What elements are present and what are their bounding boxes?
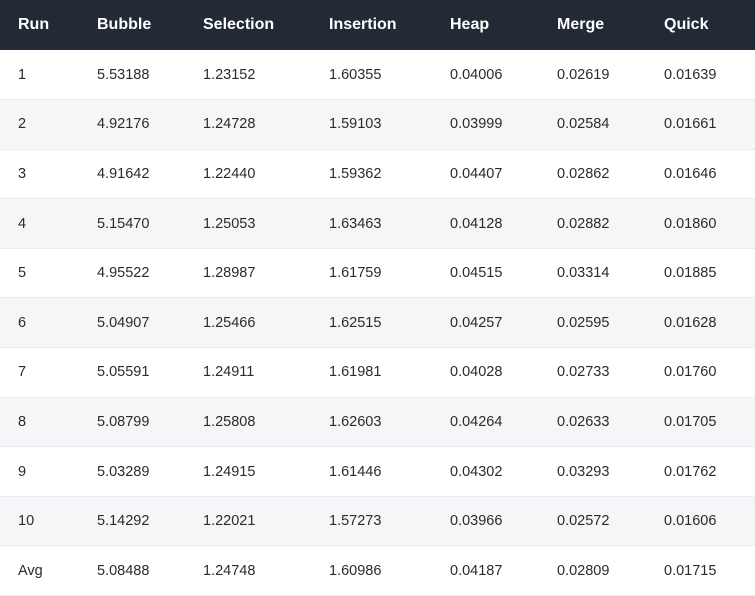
cell-bubble: 5.08799 xyxy=(97,413,150,430)
cell-insertion: 1.57273 xyxy=(329,513,382,530)
header-bubble: Bubble xyxy=(97,16,152,33)
cell-merge: 0.02882 xyxy=(557,215,610,232)
table-row: 4 5.15470 1.25053 1.63463 0.04128 0.02882 0.01… xyxy=(0,198,755,249)
cell-merge: 0.02809 xyxy=(557,562,610,579)
cell-merge: 0.02572 xyxy=(557,513,610,530)
table-header: Run Bubble Selection Insertion Heap Merg… xyxy=(0,0,755,50)
table-row: 1 5.53188 1.23152 1.60355 0.04006 0.02619 0.01… xyxy=(0,50,755,100)
cell-heap: 0.03999 xyxy=(450,116,503,133)
cell-run: 10 xyxy=(18,513,35,530)
cell-heap: 0.04302 xyxy=(450,463,503,480)
header-row: Run Bubble Selection Insertion Heap Merg… xyxy=(0,0,755,50)
cell-run: 2 xyxy=(18,116,27,133)
cell-insertion: 1.59103 xyxy=(329,116,382,133)
cell-run: Avg xyxy=(18,562,43,579)
cell-heap: 0.04515 xyxy=(450,265,503,282)
table-row: 6 5.04907 1.25466 1.62515 0.04257 0.02595 0.01… xyxy=(0,297,755,348)
cell-insertion: 1.62603 xyxy=(329,413,382,430)
cell-bubble: 5.03289 xyxy=(97,463,150,480)
header-insertion: Insertion xyxy=(329,16,397,33)
cell-insertion: 1.60355 xyxy=(329,66,382,83)
cell-quick: 0.01760 xyxy=(664,364,717,381)
table-row: 5 4.95522 1.28987 1.61759 0.04515 0.03314 0.01… xyxy=(0,248,755,298)
table-row: 10 5.14292 1.22021 1.57273 0.03966 0.02572 0.0… xyxy=(0,496,755,546)
cell-bubble: 5.08488 xyxy=(97,562,150,579)
cell-insertion: 1.60986 xyxy=(329,562,382,579)
cell-bubble: 5.14292 xyxy=(97,513,150,530)
cell-quick: 0.01639 xyxy=(664,66,717,83)
cell-quick: 0.01606 xyxy=(664,513,717,530)
cell-insertion: 1.61981 xyxy=(329,364,382,381)
cell-bubble: 5.05591 xyxy=(97,364,150,381)
cell-run: 5 xyxy=(18,265,27,282)
cell-selection: 1.23152 xyxy=(203,66,256,83)
cell-selection: 1.22021 xyxy=(203,513,256,530)
cell-run: 1 xyxy=(18,66,27,83)
cell-selection: 1.28987 xyxy=(203,265,256,282)
cell-heap: 0.04187 xyxy=(450,562,503,579)
header-heap: Heap xyxy=(450,16,490,33)
cell-run: 4 xyxy=(18,215,27,232)
cell-selection: 1.24915 xyxy=(203,463,256,480)
cell-insertion: 1.59362 xyxy=(329,165,382,182)
cell-run: 9 xyxy=(18,463,27,480)
cell-bubble: 5.15470 xyxy=(97,215,150,232)
cell-quick: 0.01646 xyxy=(664,165,717,182)
cell-run: 7 xyxy=(18,364,27,381)
table-body: 1 5.53188 1.23152 1.60355 0.04006 0.02619 0.01… xyxy=(0,50,755,596)
cell-insertion: 1.62515 xyxy=(329,314,382,331)
cell-selection: 1.24728 xyxy=(203,116,256,133)
cell-quick: 0.01885 xyxy=(664,265,717,282)
cell-merge: 0.03314 xyxy=(557,265,610,282)
cell-run: 6 xyxy=(18,314,27,331)
cell-quick: 0.01705 xyxy=(664,413,717,430)
cell-selection: 1.25053 xyxy=(203,215,256,232)
cell-quick: 0.01762 xyxy=(664,463,717,480)
cell-bubble: 4.92176 xyxy=(97,116,150,133)
header-merge: Merge xyxy=(557,16,605,33)
cell-heap: 0.04257 xyxy=(450,314,503,331)
cell-run: 3 xyxy=(18,165,27,182)
cell-heap: 0.03966 xyxy=(450,513,503,530)
table-row: 9 5.03289 1.24915 1.61446 0.04302 0.03293 0.01… xyxy=(0,447,755,497)
cell-quick: 0.01860 xyxy=(664,215,717,232)
cell-bubble: 5.53188 xyxy=(97,66,150,83)
cell-merge: 0.02862 xyxy=(557,165,610,182)
table-row: 7 5.05591 1.24911 1.61981 0.04028 0.02733 0.01… xyxy=(0,348,755,398)
table-row: 3 4.91642 1.22440 1.59362 0.04407 0.02862 0.01… xyxy=(0,149,755,199)
header-quick: Quick xyxy=(664,16,709,33)
header-run: Run xyxy=(18,16,50,33)
cell-heap: 0.04028 xyxy=(450,364,503,381)
cell-selection: 1.22440 xyxy=(203,165,256,182)
cell-selection: 1.24748 xyxy=(203,562,256,579)
cell-merge: 0.02619 xyxy=(557,66,610,83)
cell-selection: 1.25808 xyxy=(203,413,256,430)
cell-merge: 0.03293 xyxy=(557,463,610,480)
cell-bubble: 4.95522 xyxy=(97,265,150,282)
cell-quick: 0.01715 xyxy=(664,562,717,579)
cell-bubble: 5.04907 xyxy=(97,314,150,331)
cell-selection: 1.25466 xyxy=(203,314,256,331)
cell-insertion: 1.63463 xyxy=(329,215,382,232)
cell-merge: 0.02733 xyxy=(557,364,610,381)
cell-merge: 0.02584 xyxy=(557,116,610,133)
cell-merge: 0.02595 xyxy=(557,314,610,331)
cell-run: 8 xyxy=(18,413,27,430)
cell-insertion: 1.61759 xyxy=(329,265,382,282)
cell-bubble: 4.91642 xyxy=(97,165,150,182)
cell-merge: 0.02633 xyxy=(557,413,610,430)
table-row: 2 4.92176 1.24728 1.59103 0.03999 0.02584 0.01… xyxy=(0,99,755,150)
cell-heap: 0.04006 xyxy=(450,66,503,83)
cell-heap: 0.04128 xyxy=(450,215,503,232)
table-row: Avg 5.08488 1.24748 1.60986 0.04187 0.02809 0.… xyxy=(0,546,755,596)
header-selection: Selection xyxy=(203,16,275,33)
cell-selection: 1.24911 xyxy=(203,364,255,381)
cell-heap: 0.04407 xyxy=(450,165,503,182)
cell-quick: 0.01661 xyxy=(664,116,717,133)
cell-quick: 0.01628 xyxy=(664,314,717,331)
cell-heap: 0.04264 xyxy=(450,413,503,430)
table-row: 8 5.08799 1.25808 1.62603 0.04264 0.02633 0.01… xyxy=(0,397,755,447)
cell-insertion: 1.61446 xyxy=(329,463,382,480)
